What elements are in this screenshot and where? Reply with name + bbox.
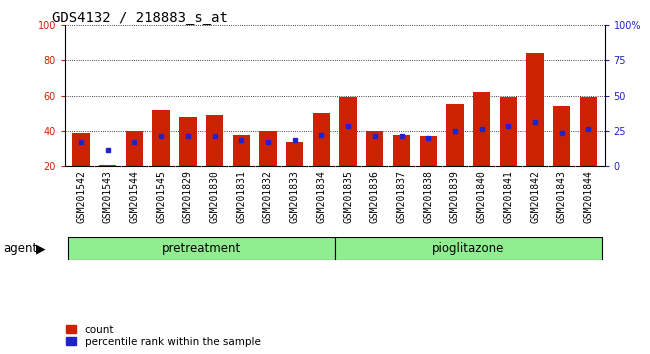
Bar bbox=[68, 237, 335, 260]
Text: GSM201830: GSM201830 bbox=[209, 170, 220, 223]
Text: pioglitazone: pioglitazone bbox=[432, 242, 504, 255]
Bar bbox=[580, 97, 597, 166]
Text: GSM201842: GSM201842 bbox=[530, 170, 540, 223]
Text: GDS4132 / 218883_s_at: GDS4132 / 218883_s_at bbox=[52, 11, 228, 25]
Bar bbox=[259, 131, 277, 166]
Text: GSM201840: GSM201840 bbox=[476, 170, 487, 223]
Bar bbox=[206, 115, 223, 166]
Bar bbox=[526, 53, 544, 166]
Bar bbox=[447, 104, 463, 166]
Text: GSM201545: GSM201545 bbox=[156, 170, 166, 223]
Text: GSM201844: GSM201844 bbox=[584, 170, 593, 223]
Bar bbox=[179, 117, 196, 166]
Text: GSM201542: GSM201542 bbox=[76, 170, 86, 223]
Bar bbox=[233, 135, 250, 166]
Bar bbox=[393, 135, 410, 166]
Bar bbox=[553, 106, 571, 166]
Text: GSM201835: GSM201835 bbox=[343, 170, 353, 223]
Text: GSM201836: GSM201836 bbox=[370, 170, 380, 223]
Bar bbox=[419, 136, 437, 166]
Text: GSM201838: GSM201838 bbox=[423, 170, 434, 223]
Bar bbox=[473, 92, 490, 166]
Bar bbox=[335, 237, 602, 260]
Bar bbox=[286, 142, 304, 166]
Bar bbox=[72, 133, 90, 166]
Text: GSM201829: GSM201829 bbox=[183, 170, 193, 223]
Bar bbox=[153, 110, 170, 166]
Text: pretreatment: pretreatment bbox=[162, 242, 241, 255]
Text: GSM201543: GSM201543 bbox=[103, 170, 112, 223]
Bar bbox=[500, 97, 517, 166]
Text: agent: agent bbox=[3, 242, 38, 255]
Text: GSM201837: GSM201837 bbox=[396, 170, 406, 223]
Text: GSM201831: GSM201831 bbox=[236, 170, 246, 223]
Text: GSM201832: GSM201832 bbox=[263, 170, 273, 223]
Text: GSM201841: GSM201841 bbox=[503, 170, 514, 223]
Bar bbox=[313, 113, 330, 166]
Legend: count, percentile rank within the sample: count, percentile rank within the sample bbox=[64, 322, 263, 349]
Text: ▶: ▶ bbox=[36, 242, 46, 255]
Text: GSM201843: GSM201843 bbox=[557, 170, 567, 223]
Text: GSM201834: GSM201834 bbox=[317, 170, 326, 223]
Text: GSM201833: GSM201833 bbox=[290, 170, 300, 223]
Text: GSM201839: GSM201839 bbox=[450, 170, 460, 223]
Bar bbox=[339, 97, 357, 166]
Bar bbox=[99, 165, 116, 166]
Bar bbox=[125, 131, 143, 166]
Bar bbox=[366, 131, 384, 166]
Text: GSM201544: GSM201544 bbox=[129, 170, 140, 223]
